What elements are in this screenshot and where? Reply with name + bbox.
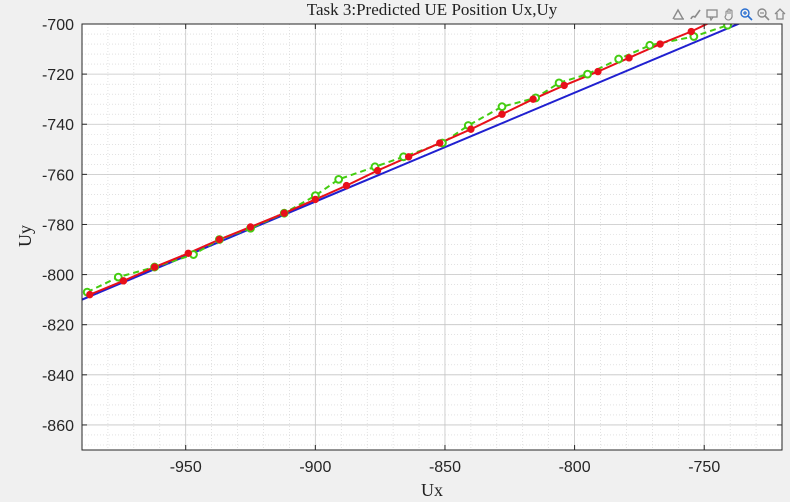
predicted-point-marker: [342, 181, 351, 190]
y-tick-label: -800: [42, 268, 74, 285]
chart-title: Task 3:Predicted UE Position Ux,Uy: [307, 0, 558, 19]
measured-point-marker: [583, 69, 592, 79]
y-tick-label: -860: [42, 418, 74, 435]
measured-point-marker: [645, 40, 655, 50]
y-tick-label: -760: [42, 167, 74, 184]
predicted-point-marker: [560, 81, 568, 90]
y-tick-label: -780: [42, 217, 74, 234]
predicted-point-marker: [625, 54, 633, 62]
plot-frame: [81, 23, 783, 451]
predicted-point-marker: [311, 195, 320, 204]
predicted-point-marker: [436, 139, 444, 147]
x-tick-label: -750: [688, 459, 720, 476]
x-tick-label: -850: [429, 459, 461, 476]
x-tick-label: -800: [559, 459, 591, 476]
predicted-point-marker: [86, 290, 94, 299]
y-tick-label: -820: [42, 318, 74, 335]
predicted-point-marker: [529, 95, 537, 103]
predicted-point-marker: [246, 223, 255, 231]
series-group: [82, 16, 741, 301]
plot-area: [82, 24, 782, 450]
y-tick-label: -840: [42, 368, 74, 385]
measured-point-marker: [334, 174, 344, 184]
home-icon[interactable]: [772, 6, 788, 22]
y-tick-label: -700: [42, 17, 74, 34]
measured-point-marker: [113, 272, 123, 282]
predicted-point-marker: [594, 67, 602, 76]
x-tick-label: -900: [299, 459, 331, 476]
predicted-point-marker: [119, 277, 128, 285]
predicted-point-marker: [714, 16, 720, 22]
predicted-point-marker: [498, 110, 506, 118]
y-tick-label: -740: [42, 117, 74, 134]
predicted-point-marker: [215, 235, 224, 244]
y-tick-label: -720: [42, 67, 74, 84]
predicted-point-marker: [280, 209, 288, 217]
predicted-point-marker: [467, 125, 475, 133]
y-axis-label: Uy: [15, 225, 35, 247]
predicted-point-marker: [687, 27, 695, 36]
predicted-point-marker: [150, 263, 159, 271]
datatip-icon[interactable]: [704, 6, 720, 22]
brush-icon[interactable]: [687, 6, 703, 22]
predicted-point-marker: [184, 249, 192, 257]
zoom-out-icon[interactable]: [755, 6, 771, 22]
x-tick-label: -950: [170, 459, 202, 476]
figure-toolbar: [670, 6, 788, 22]
pan-icon[interactable]: [721, 6, 737, 22]
predicted-point-marker: [656, 40, 664, 48]
measured-point-marker: [723, 24, 732, 30]
export-icon[interactable]: [670, 6, 686, 22]
measured-point-marker: [614, 54, 624, 64]
predicted-point-marker: [373, 166, 382, 175]
zoom-in-icon[interactable]: [738, 6, 754, 22]
measured-point-marker: [497, 102, 507, 112]
x-axis-label: Ux: [421, 480, 443, 500]
predicted-point-marker: [404, 153, 413, 161]
